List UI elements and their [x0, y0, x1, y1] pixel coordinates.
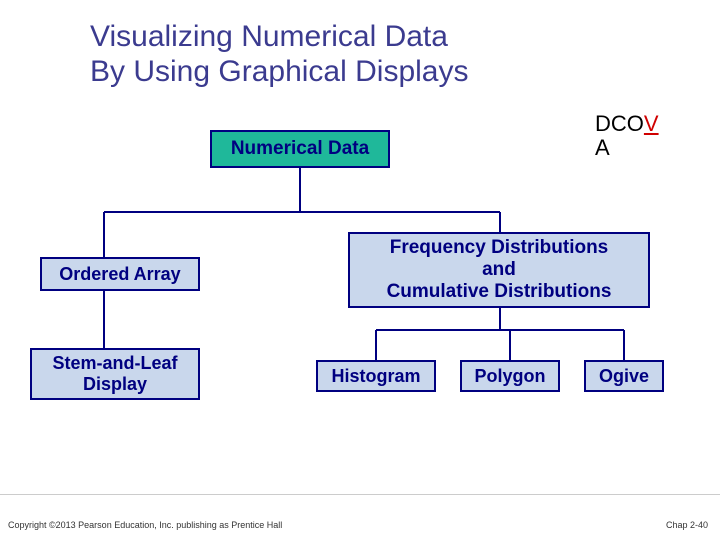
node-left2: Stem-and-LeafDisplay: [30, 348, 200, 400]
node-ogive: Ogive: [584, 360, 664, 392]
node-hist: Histogram: [316, 360, 436, 392]
node-right1: Frequency DistributionsandCumulative Dis…: [348, 232, 650, 308]
page-number: Chap 2-40: [666, 520, 708, 530]
title-line2: By Using Graphical Displays: [90, 55, 468, 88]
slide-title: Visualizing Numerical Data By Using Grap…: [90, 20, 468, 89]
node-left1: Ordered Array: [40, 257, 200, 291]
node-poly: Polygon: [460, 360, 560, 392]
dcova-label: DCOVA: [595, 112, 659, 160]
title-line1: Visualizing Numerical Data: [90, 20, 448, 53]
node-root: Numerical Data: [210, 130, 390, 168]
copyright: Copyright ©2013 Pearson Education, Inc. …: [8, 520, 282, 530]
